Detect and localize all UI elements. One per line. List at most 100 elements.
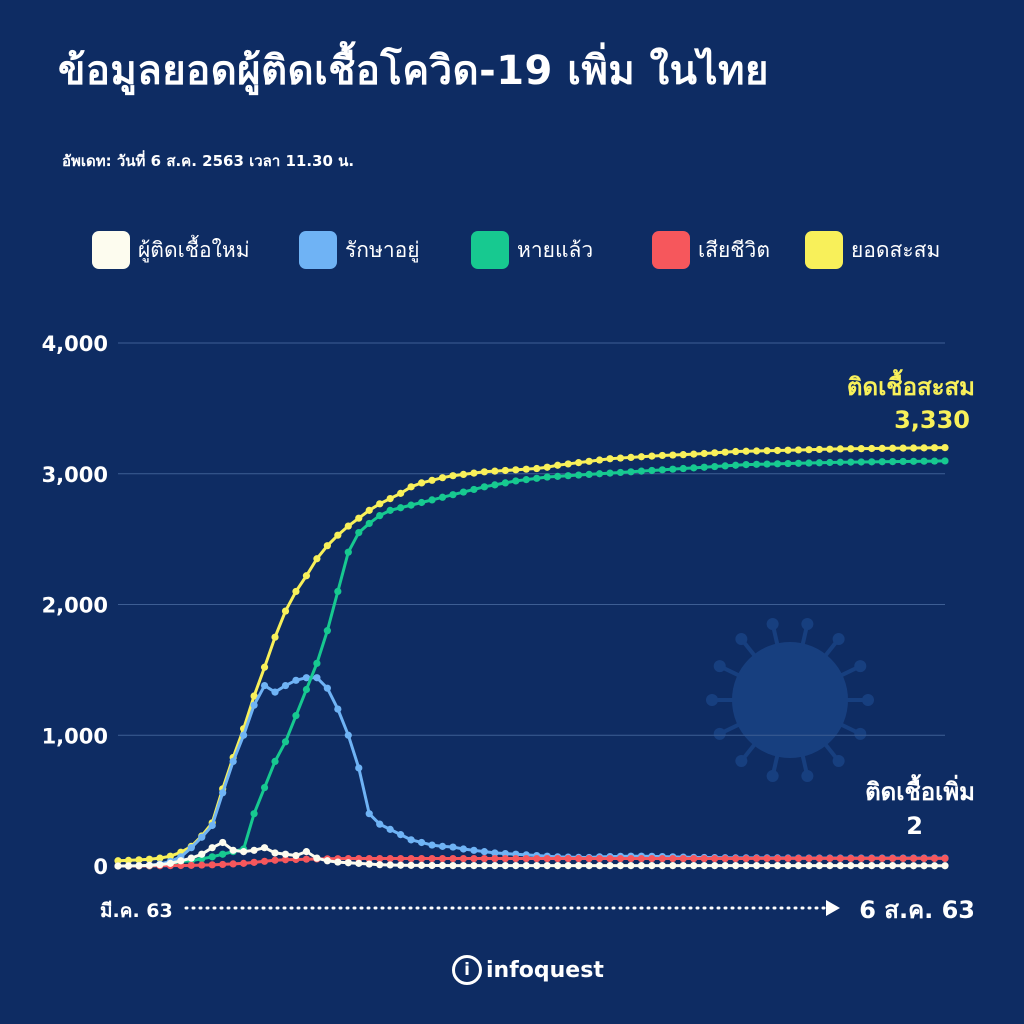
- data-point: [219, 860, 227, 869]
- virus-spike-tip: [801, 770, 814, 783]
- data-point: [878, 458, 886, 466]
- data-point: [575, 854, 583, 863]
- data-point: [543, 473, 551, 481]
- data-point: [208, 853, 216, 861]
- data-point: [575, 862, 583, 870]
- legend-label-total: ยอดสะสม: [851, 237, 941, 262]
- data-point: [763, 460, 771, 468]
- data-point: [847, 862, 855, 870]
- data-point: [480, 848, 488, 856]
- data-point: [365, 860, 373, 868]
- y-tick-label: 3,000: [42, 463, 108, 487]
- data-point: [376, 511, 384, 520]
- data-point: [491, 862, 499, 870]
- virus-spike: [770, 623, 780, 647]
- virus-spike-tip: [766, 617, 779, 630]
- data-point: [606, 854, 614, 863]
- info-icon: i: [452, 955, 482, 985]
- virus-spike: [770, 753, 780, 777]
- data-point: [250, 692, 258, 700]
- data-point: [208, 844, 216, 852]
- data-point: [417, 479, 426, 487]
- data-point: [805, 446, 813, 454]
- data-point: [302, 572, 311, 580]
- data-point: [899, 457, 907, 466]
- data-point: [271, 633, 279, 641]
- data-point: [941, 854, 949, 863]
- data-point: [260, 844, 269, 852]
- data-point: [773, 862, 782, 870]
- data-point: [124, 862, 133, 870]
- data-point: [794, 854, 803, 863]
- data-point: [522, 862, 530, 870]
- data-point: [522, 476, 530, 484]
- data-point: [292, 851, 300, 860]
- data-point: [198, 861, 206, 869]
- data-point: [868, 854, 876, 863]
- data-point: [449, 491, 457, 499]
- data-point: [648, 452, 656, 460]
- data-point: [857, 854, 865, 863]
- data-point: [585, 457, 593, 465]
- data-point: [763, 854, 771, 863]
- total-annotation-label: ติดเชื้อสะสม: [847, 368, 975, 401]
- data-point: [355, 764, 363, 772]
- data-point: [742, 460, 750, 469]
- data-point: [616, 862, 625, 870]
- legend-swatch-new: [92, 231, 130, 269]
- data-point: [417, 861, 426, 869]
- infoquest-logo: i infoquest: [452, 955, 604, 985]
- data-point: [732, 854, 740, 863]
- data-point: [397, 861, 405, 869]
- data-point: [711, 449, 719, 457]
- data-point: [208, 821, 216, 830]
- data-point: [459, 488, 468, 496]
- data-point: [334, 587, 342, 596]
- data-point: [344, 859, 352, 867]
- data-point: [470, 862, 478, 870]
- data-point: [763, 862, 771, 870]
- data-point: [637, 862, 646, 870]
- data-point: [889, 854, 897, 863]
- data-point: [428, 476, 436, 484]
- data-point: [721, 448, 729, 456]
- virus-spike: [739, 637, 758, 659]
- data-point: [386, 494, 394, 503]
- data-point: [836, 445, 844, 453]
- data-point: [501, 854, 509, 863]
- data-point: [323, 542, 331, 550]
- x-axis: มี.ค. 63 6 ส.ค. 63: [100, 896, 975, 924]
- data-point: [658, 451, 666, 460]
- data-point: [690, 854, 698, 863]
- data-point: [302, 848, 311, 856]
- data-point: [271, 856, 279, 864]
- data-point: [909, 854, 918, 863]
- data-point: [857, 458, 865, 466]
- data-point: [564, 854, 572, 863]
- data-point: [815, 854, 823, 863]
- data-point: [732, 447, 740, 456]
- data-point: [752, 854, 761, 863]
- data-point: [428, 854, 436, 863]
- virus-spike-tip: [801, 617, 814, 630]
- data-point: [438, 842, 447, 850]
- data-point: [386, 825, 394, 833]
- data-point: [889, 862, 897, 870]
- data-point: [459, 470, 468, 479]
- data-point: [658, 466, 666, 474]
- data-point: [606, 469, 614, 477]
- data-point: [909, 862, 918, 870]
- legend-item-new: ผู้ติดเชื้อใหม่: [92, 231, 250, 269]
- data-point: [564, 472, 572, 480]
- data-point: [438, 861, 447, 870]
- virus-icon: [706, 617, 874, 783]
- legend-label-active: รักษาอยู่: [345, 237, 420, 262]
- data-point: [878, 862, 886, 870]
- virus-spike-tip: [735, 754, 748, 767]
- data-point: [868, 458, 876, 466]
- data-point: [648, 466, 656, 475]
- data-point: [355, 514, 363, 522]
- data-point: [334, 858, 342, 866]
- data-point: [648, 862, 656, 870]
- data-point: [512, 466, 520, 474]
